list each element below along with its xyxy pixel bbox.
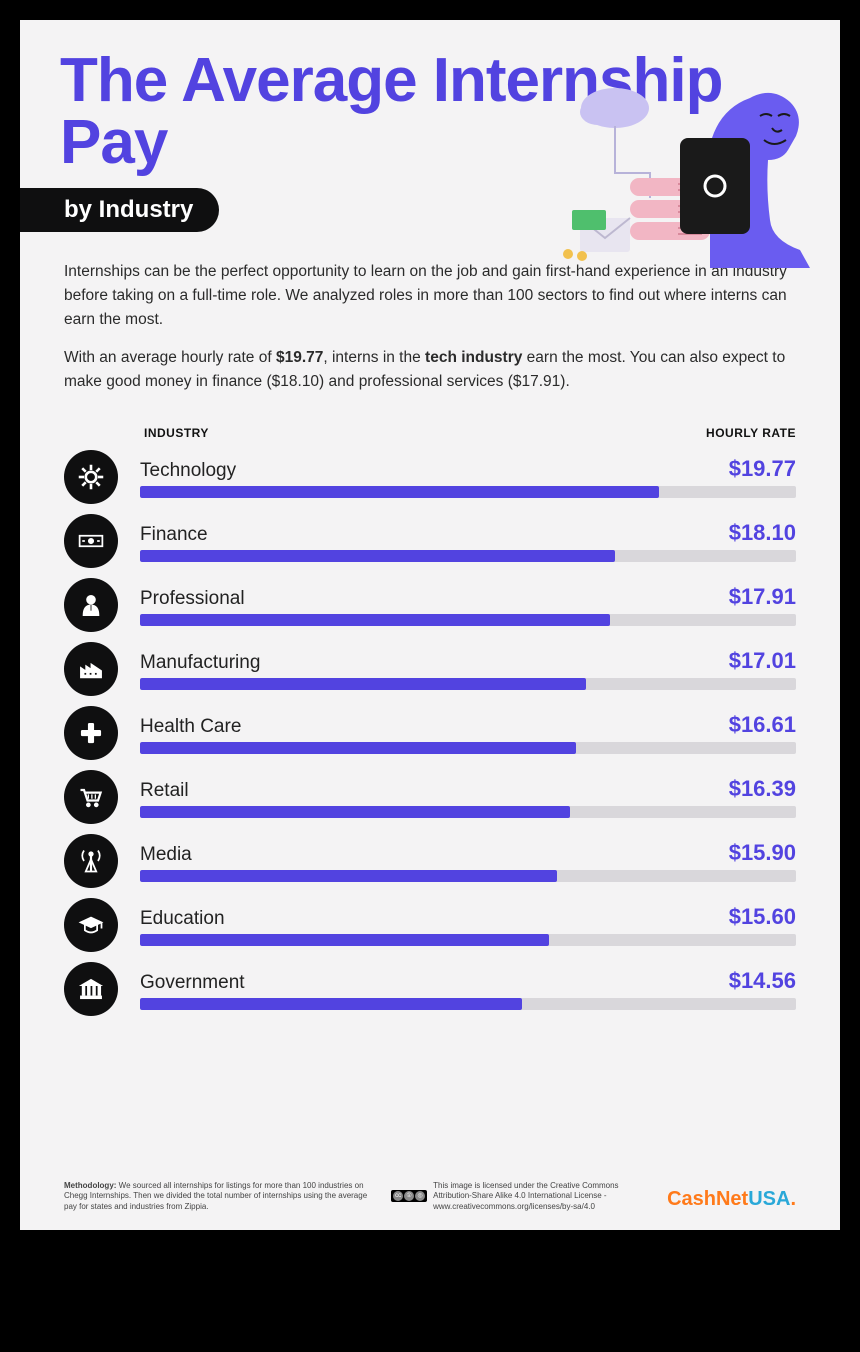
row-body: Health Care $16.61 [140,712,796,754]
row-hourly-rate: $16.61 [729,712,796,738]
row-hourly-rate: $19.77 [729,456,796,482]
chart-row: Retail $16.39 [64,770,796,824]
row-industry-name: Retail [140,780,189,802]
row-hourly-rate: $17.01 [729,648,796,674]
chart-row: Government $14.56 [64,962,796,1016]
antenna-icon [64,834,118,888]
row-hourly-rate: $15.90 [729,840,796,866]
intro-p1: Internships can be the perfect opportuni… [64,260,796,332]
row-hourly-rate: $18.10 [729,520,796,546]
row-body: Media $15.90 [140,840,796,882]
cart-icon [64,770,118,824]
bar-fill [140,486,659,498]
bar-track [140,934,796,946]
bar-fill [140,934,549,946]
row-industry-name: Media [140,844,192,866]
row-body: Technology $19.77 [140,456,796,498]
row-body: Education $15.60 [140,904,796,946]
row-body: Professional $17.91 [140,584,796,626]
bar-track [140,806,796,818]
bank-icon [64,962,118,1016]
brand-logo: CashNetUSA. [667,1186,796,1212]
bar-track [140,870,796,882]
row-industry-name: Government [140,972,245,994]
bar-track [140,486,796,498]
row-industry-name: Manufacturing [140,652,260,674]
person-icon [64,578,118,632]
row-hourly-rate: $17.91 [729,584,796,610]
license: cc①◎ This image is licensed under the Cr… [391,1181,647,1212]
bar-track [140,550,796,562]
footer: Methodology: We sourced all internships … [64,1181,796,1212]
bar-fill [140,614,610,626]
row-body: Manufacturing $17.01 [140,648,796,690]
cloud-icon [580,88,649,128]
header: The Average Internship Pay by Industry [20,50,840,232]
row-industry-name: Health Care [140,716,241,738]
chart-rows: Technology $19.77 Finance $18.10 Profess… [64,450,796,1016]
header-rate: HOURLY RATE [706,426,796,440]
row-hourly-rate: $14.56 [729,968,796,994]
cc-badge-icon: cc①◎ [391,1190,427,1202]
bar-fill [140,678,586,690]
infographic-page: The Average Internship Pay by Industry [20,20,840,1230]
chart-headers: INDUSTRY HOURLY RATE [64,426,796,440]
row-hourly-rate: $16.39 [729,776,796,802]
chart-row: Professional $17.91 [64,578,796,632]
row-industry-name: Technology [140,460,236,482]
chart-row: Technology $19.77 [64,450,796,504]
row-industry-name: Education [140,908,225,930]
chart-row: Manufacturing $17.01 [64,642,796,696]
bar-fill [140,870,557,882]
chart-row: Finance $18.10 [64,514,796,568]
plus-icon [64,706,118,760]
header-industry: INDUSTRY [144,426,706,440]
cap-icon [64,898,118,952]
bill-icon [64,514,118,568]
gear-icon [64,450,118,504]
bar-chart: INDUSTRY HOURLY RATE Technology $19.77 F… [20,418,840,1016]
row-industry-name: Professional [140,588,245,610]
bar-track [140,998,796,1010]
chart-row: Media $15.90 [64,834,796,888]
methodology: Methodology: We sourced all internships … [64,1181,371,1212]
intro-p2: With an average hourly rate of $19.77, i… [64,346,796,394]
bar-fill [140,806,570,818]
bar-fill [140,550,615,562]
bar-fill [140,742,576,754]
row-body: Government $14.56 [140,968,796,1010]
bar-track [140,678,796,690]
bar-track [140,614,796,626]
row-body: Retail $16.39 [140,776,796,818]
bar-track [140,742,796,754]
header-illustration [550,68,810,268]
chart-row: Health Care $16.61 [64,706,796,760]
row-hourly-rate: $15.60 [729,904,796,930]
subtitle-pill: by Industry [20,188,219,232]
envelope-icon [563,210,630,261]
chart-row: Education $15.60 [64,898,796,952]
bar-fill [140,998,522,1010]
row-body: Finance $18.10 [140,520,796,562]
row-industry-name: Finance [140,524,208,546]
tablet-icon [680,138,750,234]
factory-icon [64,642,118,696]
